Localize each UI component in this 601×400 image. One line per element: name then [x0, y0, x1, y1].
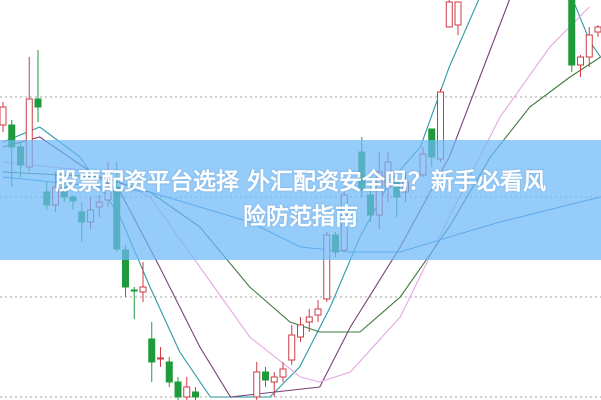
candle-body: [165, 361, 173, 383]
candle-body: [192, 391, 199, 398]
candle-body: [262, 371, 269, 381]
candle-body: [577, 56, 584, 66]
candle-body: [148, 338, 156, 363]
candle-body: [157, 357, 164, 360]
candle-body: [594, 26, 601, 33]
candle-body: [270, 376, 278, 383]
candle-body: [279, 368, 287, 378]
candle-body: [445, 1, 453, 28]
candle-body: [314, 308, 322, 316]
candle-body: [0, 106, 7, 126]
headline-line-1: 股票配资平台选择 外汇配资安全吗？新手必看风: [54, 169, 546, 195]
candle-body: [253, 371, 261, 398]
candle-body: [305, 316, 313, 323]
candle-body: [34, 98, 42, 108]
headline-banner: 股票配资平台选择 外汇配资安全吗？新手必看风 险防范指南: [0, 140, 601, 260]
candle-body: [139, 286, 147, 293]
candle-body: [183, 386, 191, 398]
headline-line-2: 险防范指南: [243, 204, 358, 230]
candle-body: [568, 0, 576, 66]
candle-body: [130, 289, 138, 292]
candle-body: [288, 334, 296, 361]
candle-body: [174, 381, 182, 398]
candle-body: [454, 1, 462, 26]
candle-body: [297, 324, 304, 338]
candle-body: [585, 34, 593, 58]
